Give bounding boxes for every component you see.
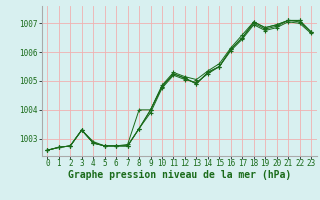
X-axis label: Graphe pression niveau de la mer (hPa): Graphe pression niveau de la mer (hPa) [68,170,291,180]
